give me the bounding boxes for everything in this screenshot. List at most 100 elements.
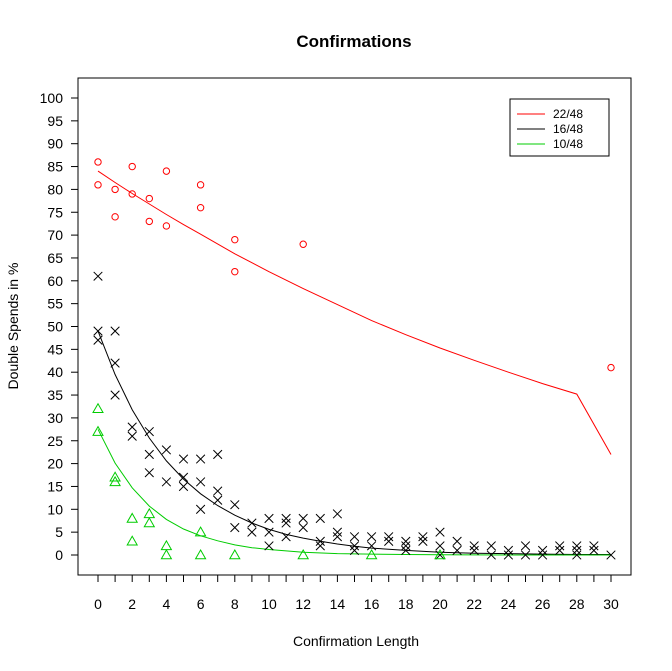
point-cross bbox=[178, 481, 189, 492]
y-tick-label: 45 bbox=[47, 341, 63, 357]
point-triangle bbox=[143, 507, 156, 519]
fit-line-10-48 bbox=[97, 429, 611, 556]
point-circle bbox=[299, 240, 307, 248]
point-triangle bbox=[194, 548, 207, 560]
point-cross bbox=[555, 541, 565, 551]
point-circle bbox=[162, 222, 171, 230]
legend-label: 16/48 bbox=[553, 122, 583, 136]
point-triangle bbox=[365, 548, 378, 560]
point-cross bbox=[469, 541, 479, 551]
y-tick-label: 60 bbox=[47, 273, 63, 289]
point-triangle bbox=[297, 548, 310, 560]
point-cross bbox=[315, 541, 325, 551]
point-cross bbox=[144, 426, 154, 437]
y-tick-label: 10 bbox=[47, 501, 63, 517]
point-cross bbox=[503, 545, 514, 556]
point-cross bbox=[161, 477, 172, 487]
point-cross bbox=[366, 541, 377, 551]
y-tick-label: 40 bbox=[47, 364, 63, 380]
point-cross bbox=[486, 541, 496, 551]
chart-title: Confirmations bbox=[296, 32, 411, 51]
point-cross bbox=[572, 541, 582, 551]
point-cross bbox=[93, 271, 103, 281]
point-cross bbox=[555, 545, 565, 556]
point-cross bbox=[452, 536, 462, 546]
point-triangle bbox=[228, 548, 241, 560]
point-circle bbox=[231, 267, 239, 276]
x-tick-label: 26 bbox=[535, 596, 551, 612]
point-triangle bbox=[126, 535, 139, 546]
x-tick-label: 0 bbox=[94, 596, 102, 612]
point-cross bbox=[401, 545, 411, 556]
y-axis: 0 5 10 15 20 25 30 35 40 45 50 55 60 65 70 75 80 85 90 95 10… bbox=[40, 90, 78, 563]
x-tick-label: 16 bbox=[364, 596, 380, 612]
point-triangle bbox=[109, 471, 121, 482]
point-cross bbox=[247, 518, 257, 528]
point-cross bbox=[110, 326, 120, 336]
x-tick-label: 30 bbox=[603, 596, 619, 612]
point-cross bbox=[264, 541, 274, 551]
point-triangle bbox=[143, 517, 156, 528]
point-cross bbox=[384, 536, 394, 546]
point-triangle bbox=[92, 425, 104, 436]
point-circle bbox=[94, 181, 102, 189]
point-cross bbox=[264, 513, 274, 524]
point-cross bbox=[384, 532, 394, 542]
point-circle bbox=[128, 190, 136, 198]
point-cross bbox=[418, 532, 428, 542]
x-tick-label: 8 bbox=[231, 596, 239, 612]
fit-line-22-48 bbox=[97, 170, 612, 455]
point-cross bbox=[520, 541, 531, 551]
y-tick-label: 80 bbox=[47, 181, 63, 197]
legend-box bbox=[509, 98, 610, 157]
point-cross bbox=[606, 550, 616, 560]
legend-label: 10/48 bbox=[553, 137, 583, 151]
x-tick-label: 10 bbox=[261, 596, 277, 612]
point-cross bbox=[298, 522, 308, 533]
point-cross bbox=[589, 545, 599, 556]
point-triangle bbox=[194, 526, 207, 537]
y-tick-label: 0 bbox=[55, 547, 63, 563]
point-cross bbox=[366, 532, 377, 542]
x-axis: 0 2 4 6 8 10 12 14 16 18 20 22 24 26 28 30 bbox=[94, 575, 619, 612]
point-cross bbox=[349, 545, 360, 556]
point-circle bbox=[162, 167, 171, 175]
point-circle bbox=[607, 363, 615, 372]
y-tick-label: 90 bbox=[47, 136, 63, 152]
point-circle bbox=[145, 194, 154, 203]
y-tick-label: 50 bbox=[47, 319, 63, 335]
y-tick-label: 85 bbox=[47, 159, 63, 175]
y-tick-label: 20 bbox=[47, 456, 63, 472]
point-cross bbox=[195, 504, 206, 514]
x-tick-label: 2 bbox=[128, 596, 136, 612]
point-triangle bbox=[92, 402, 104, 414]
point-cross bbox=[435, 527, 445, 537]
x-tick-label: 20 bbox=[432, 596, 448, 612]
point-circle bbox=[231, 235, 239, 244]
point-circle bbox=[94, 158, 102, 166]
x-tick-label: 18 bbox=[398, 596, 414, 612]
point-triangle bbox=[160, 548, 173, 560]
point-cross bbox=[247, 527, 257, 537]
x-tick-label: 28 bbox=[569, 596, 585, 612]
point-cross bbox=[213, 495, 223, 505]
point-cross bbox=[213, 449, 223, 460]
point-cross bbox=[332, 532, 343, 542]
point-cross bbox=[127, 431, 137, 441]
point-cross bbox=[315, 536, 325, 546]
y-tick-label: 75 bbox=[47, 204, 63, 220]
fit-line-16-48 bbox=[97, 330, 611, 555]
point-cross bbox=[281, 518, 291, 528]
point-cross bbox=[486, 550, 496, 560]
point-cross bbox=[452, 545, 462, 556]
y-tick-label: 25 bbox=[47, 433, 63, 449]
x-tick-label: 22 bbox=[466, 596, 482, 612]
point-cross bbox=[230, 522, 240, 533]
x-tick-label: 6 bbox=[197, 596, 205, 612]
point-cross bbox=[572, 550, 582, 560]
point-circle bbox=[196, 203, 205, 212]
y-tick-label: 100 bbox=[40, 90, 64, 106]
point-cross bbox=[195, 454, 206, 464]
